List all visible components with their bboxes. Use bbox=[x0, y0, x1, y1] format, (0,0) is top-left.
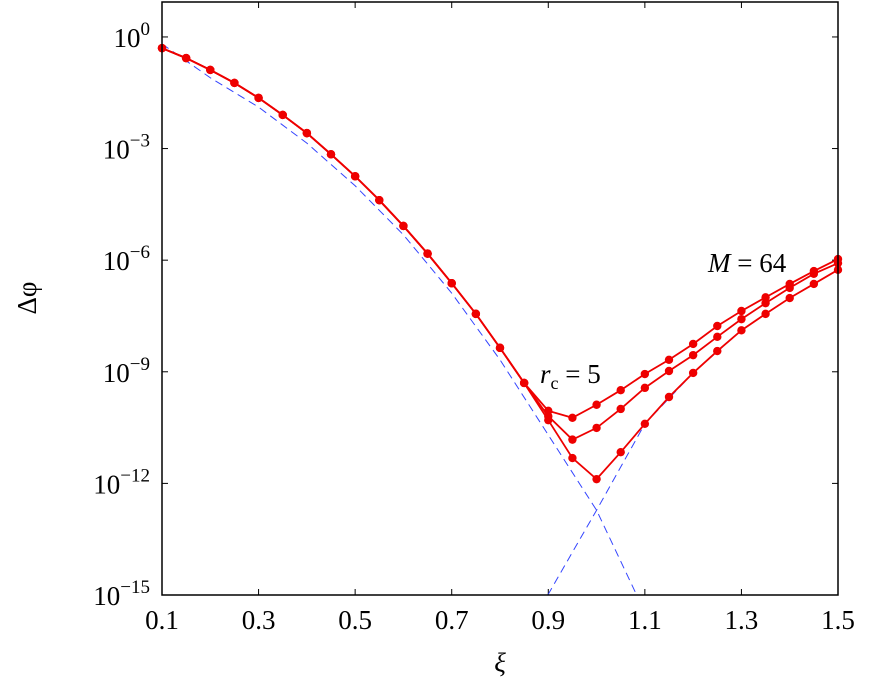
data-point bbox=[544, 415, 553, 425]
data-point bbox=[785, 293, 794, 303]
data-point bbox=[640, 369, 650, 379]
y-tick-exponent: −15 bbox=[120, 577, 150, 598]
data-point bbox=[761, 309, 770, 319]
x-tick-label: 0.9 bbox=[531, 605, 565, 635]
data-point bbox=[664, 366, 674, 376]
data-point bbox=[640, 383, 650, 393]
data-point bbox=[809, 269, 819, 279]
data-point bbox=[809, 279, 819, 289]
x-tick-label: 1.1 bbox=[628, 605, 662, 635]
data-point bbox=[375, 195, 384, 205]
data-point bbox=[326, 150, 336, 159]
y-tick-exponent: −3 bbox=[130, 131, 150, 152]
data-point bbox=[302, 128, 312, 138]
data-point bbox=[471, 309, 481, 319]
dashed-line bbox=[547, 269, 838, 595]
annotation-symbol: r bbox=[540, 359, 551, 389]
y-tick-label: 10−12 bbox=[93, 465, 150, 499]
data-point bbox=[688, 368, 698, 378]
data-point bbox=[761, 293, 770, 302]
data-point bbox=[230, 78, 239, 88]
data-point bbox=[350, 172, 360, 181]
annotation-symbol: M bbox=[707, 248, 732, 278]
data-point bbox=[278, 110, 287, 120]
annotation: rc = 5 bbox=[540, 359, 601, 393]
y-tick-exponent: −12 bbox=[120, 465, 150, 486]
y-tick-exponent: −9 bbox=[130, 354, 150, 375]
y-tick-label: 10−6 bbox=[103, 242, 150, 276]
annotation-rest: = 64 bbox=[731, 248, 787, 278]
data-point bbox=[495, 343, 505, 353]
x-tick-label: 0.7 bbox=[435, 605, 469, 635]
y-tick-label: 10−9 bbox=[103, 354, 150, 388]
data-point bbox=[616, 447, 625, 457]
data-point bbox=[399, 221, 408, 231]
data-point bbox=[713, 346, 722, 356]
x-tick-label: 0.1 bbox=[145, 605, 179, 635]
data-point bbox=[568, 453, 577, 463]
annotation: M = 64 bbox=[707, 248, 787, 278]
data-point bbox=[737, 314, 746, 324]
data-point bbox=[664, 392, 674, 402]
data-point bbox=[713, 321, 722, 331]
data-point bbox=[519, 378, 529, 388]
data-point bbox=[737, 326, 746, 335]
data-point bbox=[254, 93, 263, 103]
data-point bbox=[688, 339, 698, 349]
data-point bbox=[568, 413, 577, 422]
y-tick-label: 10−3 bbox=[103, 131, 150, 165]
plot-frame bbox=[161, 1, 839, 596]
x-tick-label: 1.5 bbox=[821, 605, 855, 635]
x-tick-label: 0.5 bbox=[338, 605, 372, 635]
y-tick-exponent: 0 bbox=[141, 19, 151, 40]
data-point bbox=[664, 355, 674, 364]
data-point bbox=[713, 332, 722, 342]
x-tick-label: 1.3 bbox=[725, 605, 759, 635]
data-point bbox=[423, 249, 432, 258]
x-axis-label: ξ bbox=[494, 648, 506, 678]
data-point bbox=[761, 298, 770, 308]
series-line bbox=[162, 47, 838, 441]
y-tick-exponent: −6 bbox=[130, 242, 150, 263]
data-point bbox=[616, 404, 625, 414]
y-tick-base: 10 bbox=[103, 358, 130, 388]
data-point bbox=[640, 419, 650, 428]
data-point bbox=[181, 53, 191, 63]
data-point bbox=[592, 474, 601, 484]
dashed-line bbox=[162, 43, 638, 595]
y-tick-base: 10 bbox=[103, 135, 130, 165]
data-point bbox=[206, 65, 215, 75]
series-line bbox=[162, 47, 838, 419]
y-tick-base: 10 bbox=[114, 23, 141, 53]
data-point bbox=[592, 423, 601, 433]
y-tick-base: 10 bbox=[93, 469, 120, 499]
y-axis-label: Δφ bbox=[12, 282, 42, 315]
data-point bbox=[688, 350, 698, 360]
y-tick-label: 100 bbox=[114, 19, 151, 53]
x-tick-label: 0.3 bbox=[242, 605, 276, 635]
data-point bbox=[592, 400, 601, 409]
data-point bbox=[568, 435, 577, 444]
annotation-subscript: c bbox=[551, 373, 559, 393]
y-tick-label: 10−15 bbox=[93, 577, 150, 611]
data-point bbox=[447, 279, 456, 288]
data-point bbox=[737, 306, 746, 316]
annotation-rest: = 5 bbox=[559, 359, 601, 389]
y-tick-base: 10 bbox=[103, 246, 130, 276]
data-point bbox=[616, 385, 625, 395]
data-point bbox=[785, 283, 794, 293]
y-tick-base: 10 bbox=[93, 581, 120, 611]
